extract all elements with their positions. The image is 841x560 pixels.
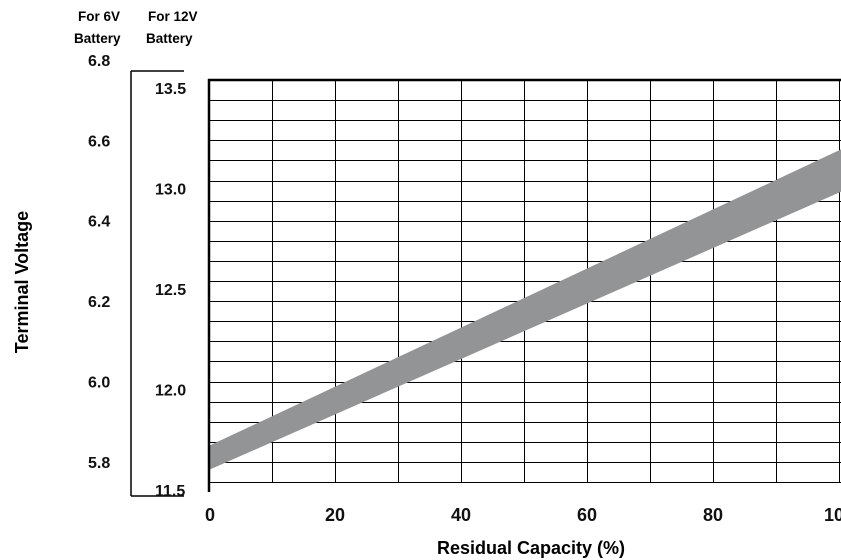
y-axis-title: Terminal Voltage [12, 211, 32, 353]
y-axis-12v-labels: 13.5 13.0 12.5 12.0 11.5 [155, 81, 186, 500]
y-tick-6v: 5.8 [88, 455, 110, 472]
x-tick-label: 0 [205, 505, 215, 525]
y-tick-12v: 13.5 [155, 81, 186, 98]
band-layer [209, 149, 841, 470]
y-tick-6v: 6.6 [88, 133, 110, 150]
x-axis-title: Residual Capacity (%) [437, 538, 625, 558]
y-axis-6v-labels: 6.8 6.6 6.4 6.2 6.0 5.8 [88, 53, 110, 472]
y-tick-12v: 13.0 [155, 182, 186, 199]
x-tick-label: 100 [824, 505, 841, 525]
y-tick-6v: 6.8 [88, 53, 110, 70]
y-tick-6v: 6.4 [88, 214, 110, 231]
y-tick-6v: 6.2 [88, 294, 110, 311]
header-12v-line2: Battery [146, 31, 193, 46]
y-tick-12v: 11.5 [155, 483, 185, 500]
x-axis-labels: 0 20 40 60 80 100 [205, 505, 841, 525]
y-tick-12v: 12.0 [155, 383, 186, 400]
x-tick-label: 80 [703, 505, 723, 525]
frame-layer [207, 78, 841, 492]
header-12v-line1: For 12V [148, 9, 198, 24]
x-tick-label: 40 [451, 505, 471, 525]
x-tick-label: 20 [325, 505, 345, 525]
header-6v-line2: Battery [74, 31, 121, 46]
voltage-band [209, 149, 841, 470]
y-tick-12v: 12.5 [155, 282, 186, 299]
x-tick-label: 60 [577, 505, 597, 525]
y-tick-6v: 6.0 [88, 375, 110, 392]
header-6v-line1: For 6V [78, 9, 120, 24]
